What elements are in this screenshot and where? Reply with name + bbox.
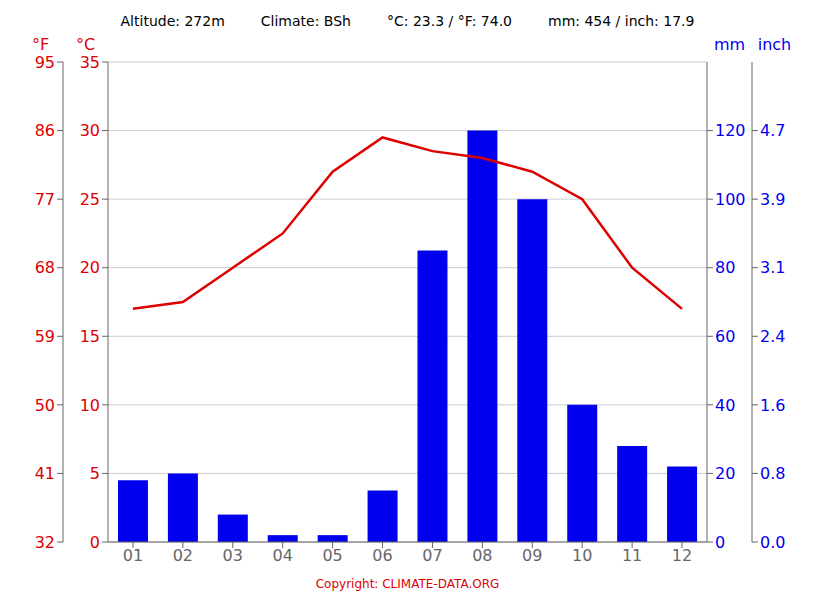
svg-text:40: 40 [715,396,735,415]
svg-text:0: 0 [715,533,725,552]
svg-text:20: 20 [80,258,100,277]
svg-text:inch: inch [758,35,792,54]
svg-text:41: 41 [35,464,55,483]
html-text:Altitude: 272m: Altitude: 272m [120,13,225,29]
svg-text:01: 01 [123,546,143,565]
svg-text:05: 05 [322,546,342,565]
svg-text:25: 25 [80,190,100,209]
svg-text:20: 20 [715,464,735,483]
svg-text:95: 95 [35,53,55,72]
svg-text:59: 59 [35,327,55,346]
svg-text:15: 15 [80,327,100,346]
svg-text:77: 77 [35,190,55,209]
svg-text:86: 86 [35,121,55,140]
svg-text:07: 07 [422,546,442,565]
svg-text:0: 0 [90,533,100,552]
html-text:mm: 454 / inch: 17.9: mm: 454 / inch: 17.9 [548,13,695,29]
svg-text:50: 50 [35,396,55,415]
svg-text:120: 120 [715,121,746,140]
svg-text:3.9: 3.9 [760,190,785,209]
svg-text:100: 100 [715,190,746,209]
svg-text:80: 80 [715,258,735,277]
svg-text:0.8: 0.8 [760,464,785,483]
svg-text:09: 09 [522,546,542,565]
svg-text:35: 35 [80,53,100,72]
svg-text:08: 08 [472,546,492,565]
svg-text:°C: °C [76,35,95,54]
svg-text:60: 60 [715,327,735,346]
html-text:°C: 23.3 / °F: 74.0: °C: 23.3 / °F: 74.0 [387,13,512,29]
svg-text:02: 02 [173,546,193,565]
svg-text:03: 03 [223,546,243,565]
svg-text:10: 10 [80,396,100,415]
svg-text:3.1: 3.1 [760,258,785,277]
svg-text:mm: mm [714,35,745,54]
svg-text:68: 68 [35,258,55,277]
svg-text:30: 30 [80,121,100,140]
svg-text:1.6: 1.6 [760,396,785,415]
svg-text:4.7: 4.7 [760,121,785,140]
html-text:Copyright: CLIMATE-DATA.ORG: Copyright: CLIMATE-DATA.ORG [315,577,500,591]
svg-text:06: 06 [372,546,392,565]
svg-text:32: 32 [35,533,55,552]
svg-text:0.0: 0.0 [760,533,785,552]
svg-text:10: 10 [572,546,592,565]
svg-text:12: 12 [672,546,692,565]
svg-text:04: 04 [273,546,293,565]
html-text:Climate: BSh: Climate: BSh [260,13,351,29]
svg-text:5: 5 [90,464,100,483]
svg-text:2.4: 2.4 [760,327,785,346]
svg-text:°F: °F [32,35,49,54]
svg-text:11: 11 [622,546,642,565]
